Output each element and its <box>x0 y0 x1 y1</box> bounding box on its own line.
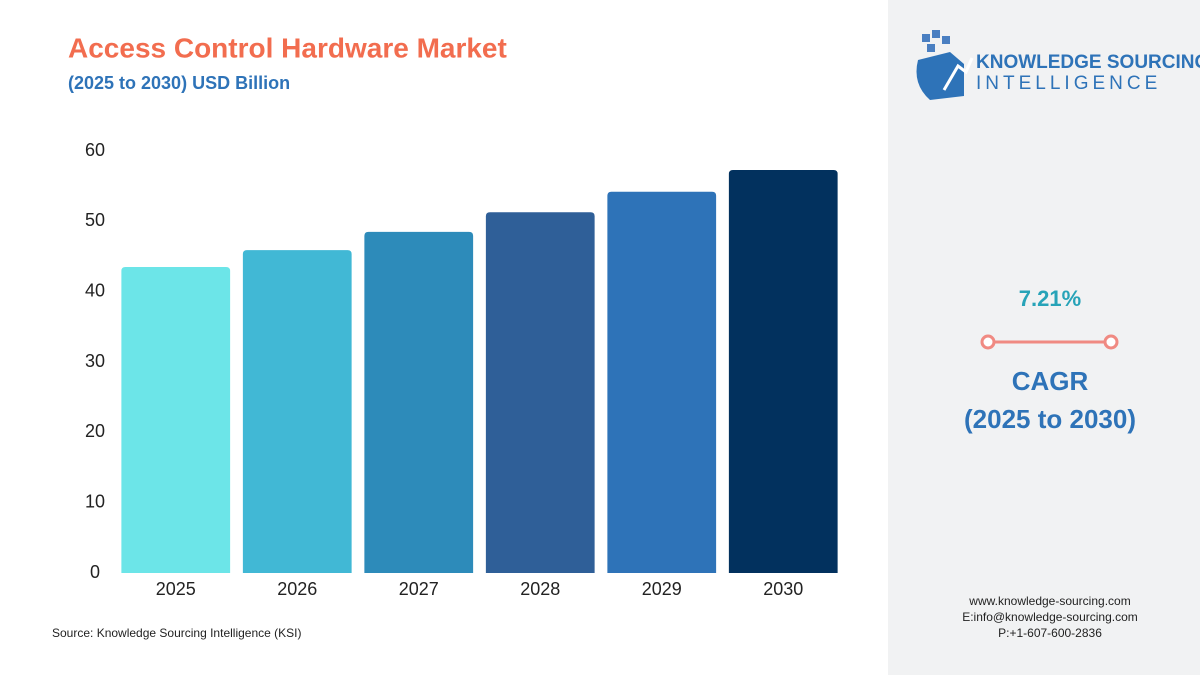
side-panel <box>888 0 1200 675</box>
bar <box>728 169 838 574</box>
x-tick-label: 2029 <box>642 579 682 599</box>
cagr-value: 7.21% <box>1019 286 1081 311</box>
y-tick-label: 20 <box>85 421 105 441</box>
x-tick-label: 2026 <box>277 579 317 599</box>
x-tick-label: 2025 <box>156 579 196 599</box>
y-tick-label: 50 <box>85 210 105 230</box>
x-tick-label: 2030 <box>763 579 803 599</box>
y-tick-label: 40 <box>85 280 105 300</box>
y-tick-label: 30 <box>85 351 105 371</box>
chart-title: Access Control Hardware Market <box>68 32 507 63</box>
bar <box>485 212 595 573</box>
y-tick-label: 10 <box>85 491 105 511</box>
contact-phone: P:+1-607-600-2836 <box>998 626 1102 640</box>
brand-line1: KNOWLEDGE SOURCING <box>976 52 1200 73</box>
bar <box>364 231 474 573</box>
bar <box>242 250 352 574</box>
brand-line2: INTELLIGENCE <box>976 73 1161 94</box>
bar <box>607 191 717 573</box>
y-tick-label: 60 <box>85 140 105 160</box>
x-tick-label: 2028 <box>520 579 560 599</box>
cagr-period: (2025 to 2030) <box>964 404 1136 434</box>
logo-icon <box>916 30 974 100</box>
y-tick-label: 0 <box>90 562 100 582</box>
contact-web: www.knowledge-sourcing.com <box>968 594 1130 608</box>
contact-email: E:info@knowledge-sourcing.com <box>962 610 1138 624</box>
bar <box>121 267 231 573</box>
x-tick-label: 2027 <box>399 579 439 599</box>
chart-subtitle: (2025 to 2030) USD Billion <box>68 73 290 93</box>
cagr-divider <box>980 334 1119 350</box>
cagr-label: CAGR <box>1012 366 1089 396</box>
source: Source: Knowledge Sourcing Intelligence … <box>52 626 301 640</box>
